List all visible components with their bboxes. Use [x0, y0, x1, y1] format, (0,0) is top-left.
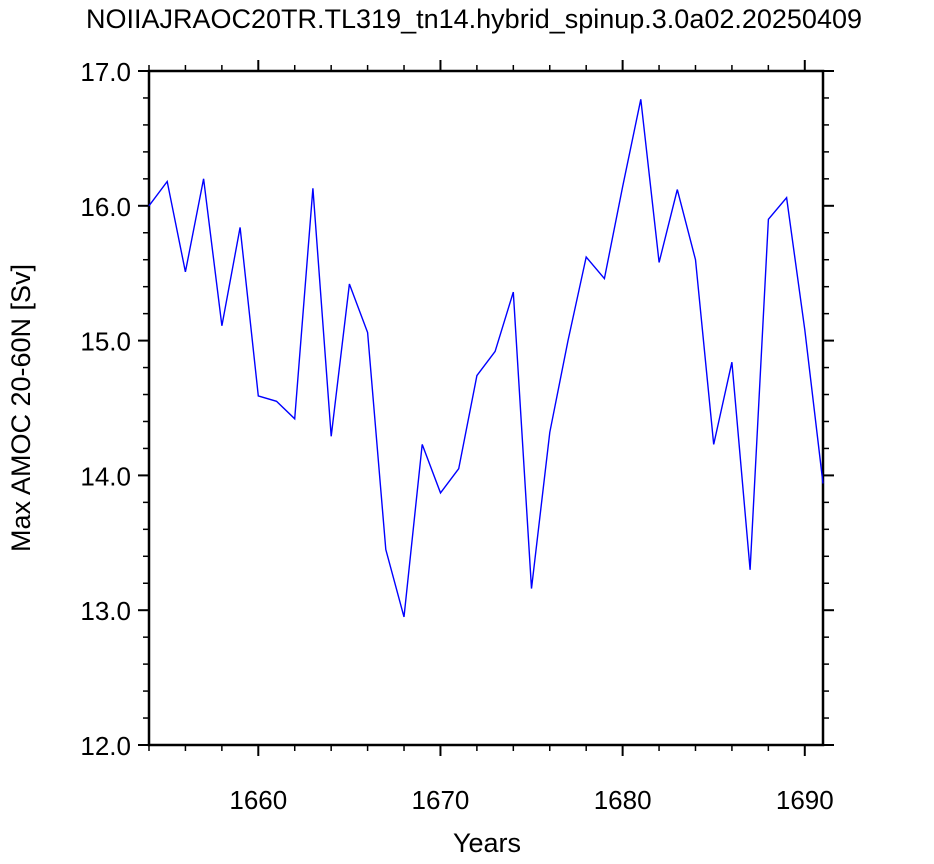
data-point: [513, 291, 515, 293]
data-point: [166, 181, 168, 183]
data-point: [239, 227, 241, 229]
x-tick-label: 1660: [229, 785, 287, 815]
y-tick-label: 12.0: [80, 731, 131, 761]
data-point: [203, 178, 205, 180]
x-axis-label: Years: [453, 828, 521, 858]
data-point: [440, 492, 442, 494]
y-tick-label: 17.0: [80, 57, 131, 87]
data-point: [276, 401, 278, 403]
data-point: [294, 418, 296, 420]
data-point: [403, 616, 405, 618]
x-tick-label: 1670: [412, 785, 470, 815]
y-tick-label: 14.0: [80, 461, 131, 491]
data-point: [549, 432, 551, 434]
data-point: [731, 361, 733, 363]
data-point: [567, 340, 569, 342]
y-tick-label: 15.0: [80, 327, 131, 357]
data-point: [421, 444, 423, 446]
plot-area: 12.0 13.0 14.0 15.0 16.0 17.0 1660 1670 1680 1690: [80, 57, 834, 815]
data-point: [677, 189, 679, 191]
y-axis-label: Max AMOC 20-60N [Sv]: [6, 264, 36, 552]
y-tick-label: 13.0: [80, 596, 131, 626]
plot-frame: [147, 69, 825, 747]
data-point: [658, 262, 660, 264]
data-point: [148, 205, 150, 207]
data-point: [585, 256, 587, 258]
data-point: [330, 436, 332, 438]
data-point: [640, 99, 642, 101]
data-point: [494, 351, 496, 353]
data-point: [367, 332, 369, 334]
y-tick-label: 16.0: [80, 192, 131, 222]
data-point: [221, 325, 223, 327]
x-tick-label: 1680: [594, 785, 652, 815]
data-point: [604, 278, 606, 280]
data-point: [622, 186, 624, 188]
data-point: [458, 468, 460, 470]
data-point: [768, 219, 770, 221]
data-point: [476, 375, 478, 377]
data-point: [349, 283, 351, 285]
data-point: [713, 444, 715, 446]
data-point: [822, 483, 824, 485]
data-point: [258, 395, 260, 397]
data-point: [531, 588, 533, 590]
x-tick-label: 1690: [776, 785, 834, 815]
data-point: [695, 259, 697, 261]
series-line: [148, 99, 824, 618]
chart-title: NOIIAJRAOC20TR.TL319_tn14.hybrid_spinup.…: [86, 4, 862, 34]
data-point: [185, 271, 187, 273]
data-point: [385, 549, 387, 551]
data-point: [749, 569, 751, 571]
data-point: [804, 329, 806, 331]
data-point: [312, 188, 314, 190]
data-point: [786, 197, 788, 199]
